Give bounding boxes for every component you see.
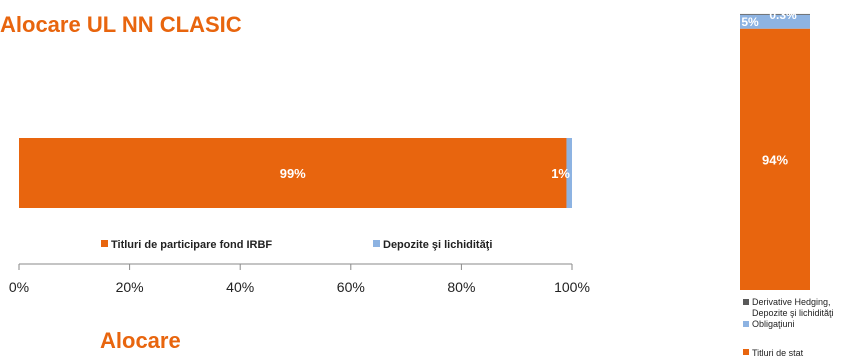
legend-swatch-2 (373, 240, 380, 247)
bar-data-label-2: 1% (551, 166, 570, 181)
column-segment-3 (740, 13, 810, 15)
legend-label-1: Titluri de stat (752, 348, 804, 358)
legend-label-3: Derivative Hedging, Depozite şi lichidită… (752, 297, 834, 318)
legend-swatch-1 (743, 349, 749, 355)
x-axis-tick-label-3: 40% (226, 279, 254, 295)
column-data-label-3: 0.3% (769, 8, 797, 22)
x-axis-tick-label-1: 0% (9, 279, 29, 295)
legend-label-3-line-1: Derivative Hedging, (752, 297, 831, 307)
x-axis-tick-label-5: 80% (447, 279, 475, 295)
legend-swatch-2 (743, 321, 749, 327)
legend-label-2: Depozite şi lichidităţi (383, 239, 492, 251)
column-segment-2 (740, 14, 810, 29)
legend-swatch-1 (101, 240, 108, 247)
vertical-stacked-bar-chart: 94% 5% 0.3% Derivative Hedging, Depozite şi … (740, 8, 834, 358)
legend-label-3-line-2: Depozite şi lichidităţi (752, 308, 834, 318)
legend-label-2: Obligaţiuni (752, 319, 795, 329)
bar-data-label-1: 99% (280, 166, 306, 181)
x-axis-tick-label-4: 60% (337, 279, 365, 295)
section-subtitle: Alocare (100, 328, 181, 353)
column-data-label-1: 94% (762, 152, 788, 167)
bar-segment-1 (19, 138, 567, 208)
legend-swatch-3 (743, 299, 749, 305)
page-title: Alocare UL NN CLASIC (0, 12, 242, 37)
x-axis-tick-label-6: 100% (554, 279, 590, 295)
column-data-label-2: 5% (741, 15, 759, 29)
legend-label-1: Titluri de participare fond IRBF (111, 239, 272, 251)
x-axis-tick-label-2: 20% (116, 279, 144, 295)
horizontal-stacked-bar-chart: 99% 1% Titluri de participare fond IRBF Dep… (9, 138, 590, 295)
bar-segment-2 (566, 138, 572, 208)
column-segment-1 (740, 28, 810, 291)
